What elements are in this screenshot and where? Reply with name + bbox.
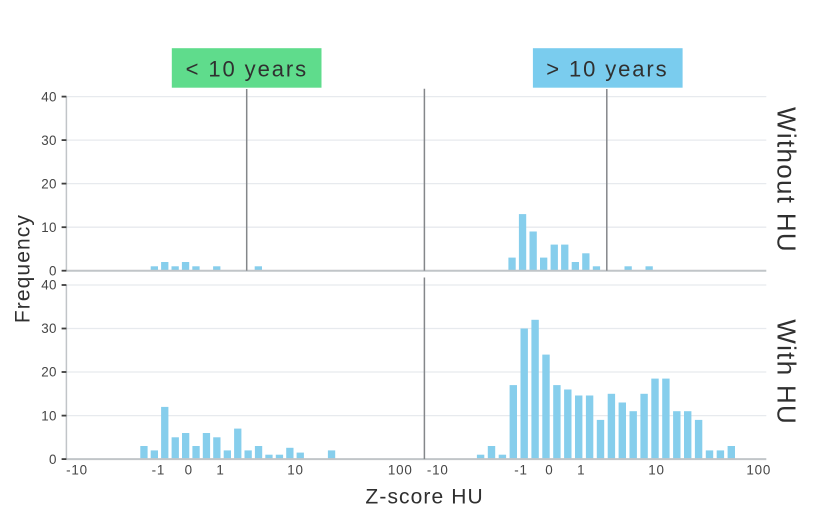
svg-text:10: 10 — [41, 220, 56, 235]
svg-text:Without HU: Without HU — [771, 107, 801, 253]
svg-text:10: 10 — [648, 463, 665, 478]
svg-text:100: 100 — [388, 463, 413, 478]
svg-text:< 10 years: < 10 years — [186, 56, 308, 81]
svg-text:40: 40 — [41, 278, 56, 293]
svg-text:100: 100 — [746, 463, 771, 478]
svg-text:0: 0 — [545, 463, 553, 478]
svg-text:0: 0 — [185, 463, 193, 478]
svg-text:-1: -1 — [514, 463, 528, 478]
svg-text:-1: -1 — [152, 463, 166, 478]
svg-text:Z-score HU: Z-score HU — [365, 485, 483, 508]
svg-text:0: 0 — [49, 452, 57, 467]
svg-text:0: 0 — [49, 263, 57, 278]
svg-text:> 10 years: > 10 years — [546, 56, 668, 81]
svg-text:10: 10 — [287, 463, 304, 478]
svg-text:With HU: With HU — [771, 319, 801, 425]
svg-text:20: 20 — [41, 176, 56, 191]
svg-text:10: 10 — [41, 408, 56, 423]
svg-text:1: 1 — [216, 463, 224, 478]
svg-text:30: 30 — [41, 321, 56, 336]
svg-text:Frequency: Frequency — [12, 214, 35, 323]
svg-text:20: 20 — [41, 365, 56, 380]
svg-text:-10: -10 — [427, 463, 449, 478]
svg-text:1: 1 — [577, 463, 585, 478]
svg-text:40: 40 — [41, 89, 56, 104]
svg-text:30: 30 — [41, 133, 56, 148]
svg-text:-10: -10 — [66, 463, 88, 478]
